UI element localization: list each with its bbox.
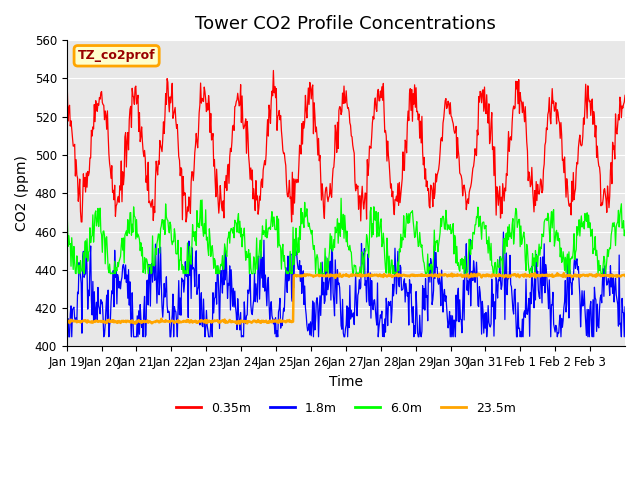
Text: TZ_co2prof: TZ_co2prof — [78, 49, 156, 62]
X-axis label: Time: Time — [329, 374, 363, 389]
Title: Tower CO2 Profile Concentrations: Tower CO2 Profile Concentrations — [195, 15, 496, 33]
Y-axis label: CO2 (ppm): CO2 (ppm) — [15, 156, 29, 231]
Legend: 0.35m, 1.8m, 6.0m, 23.5m: 0.35m, 1.8m, 6.0m, 23.5m — [171, 397, 521, 420]
